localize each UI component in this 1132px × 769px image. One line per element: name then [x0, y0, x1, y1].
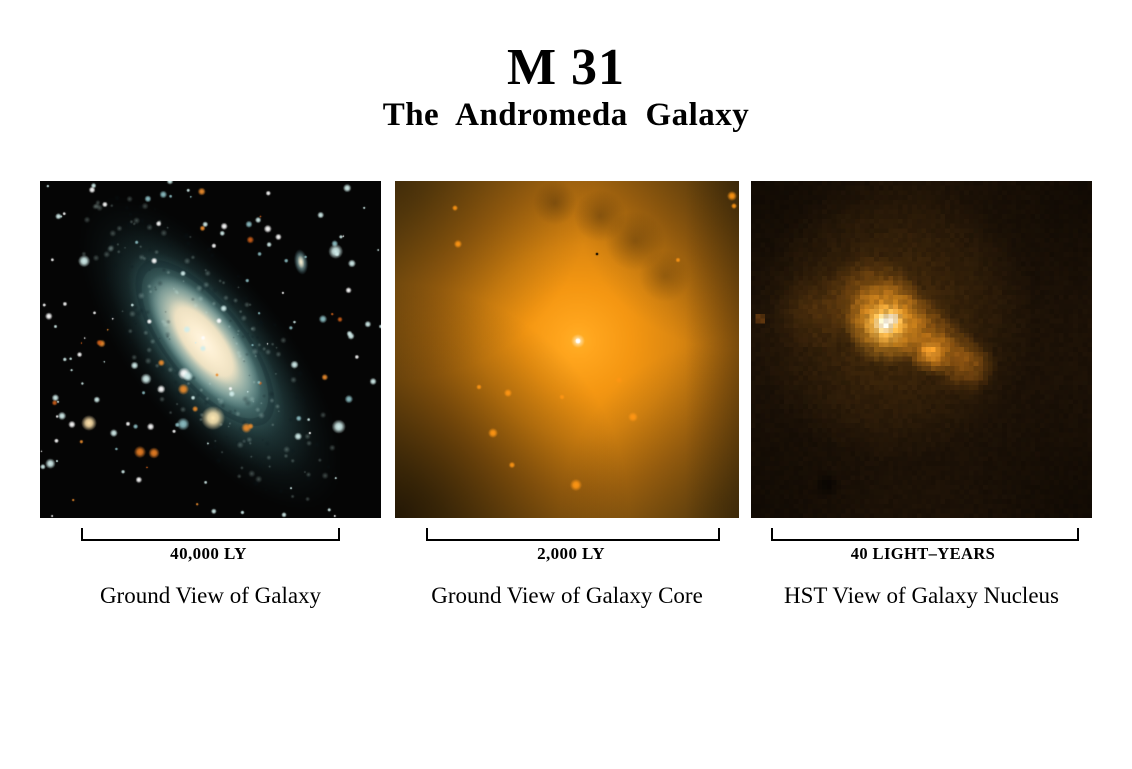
page-subtitle: The Andromeda Galaxy [382, 97, 750, 133]
scale-bar-galaxy [81, 528, 340, 541]
scale-label-nucleus: 40 LIGHT–YEARS [850, 544, 996, 563]
panel-hst-nucleus [751, 181, 1092, 518]
page-title: M 31 [506, 39, 626, 96]
scale-label-galaxy: 40,000 LY [170, 544, 247, 563]
scale-label-core: 2,000 LY [537, 544, 605, 563]
caption-hst-nucleus: HST View of Galaxy Nucleus [783, 583, 1059, 608]
galaxy-core-image [395, 181, 739, 518]
scale-bar-nucleus [771, 528, 1079, 541]
scale-bar-core [426, 528, 720, 541]
panel-ground-view-core [395, 181, 739, 518]
caption-ground-view-core: Ground View of Galaxy Core [431, 583, 703, 608]
ground-galaxy-image [40, 181, 381, 518]
hst-nucleus-image [751, 181, 1092, 518]
caption-ground-view-galaxy: Ground View of Galaxy [99, 583, 322, 608]
panel-ground-view-galaxy [40, 181, 381, 518]
